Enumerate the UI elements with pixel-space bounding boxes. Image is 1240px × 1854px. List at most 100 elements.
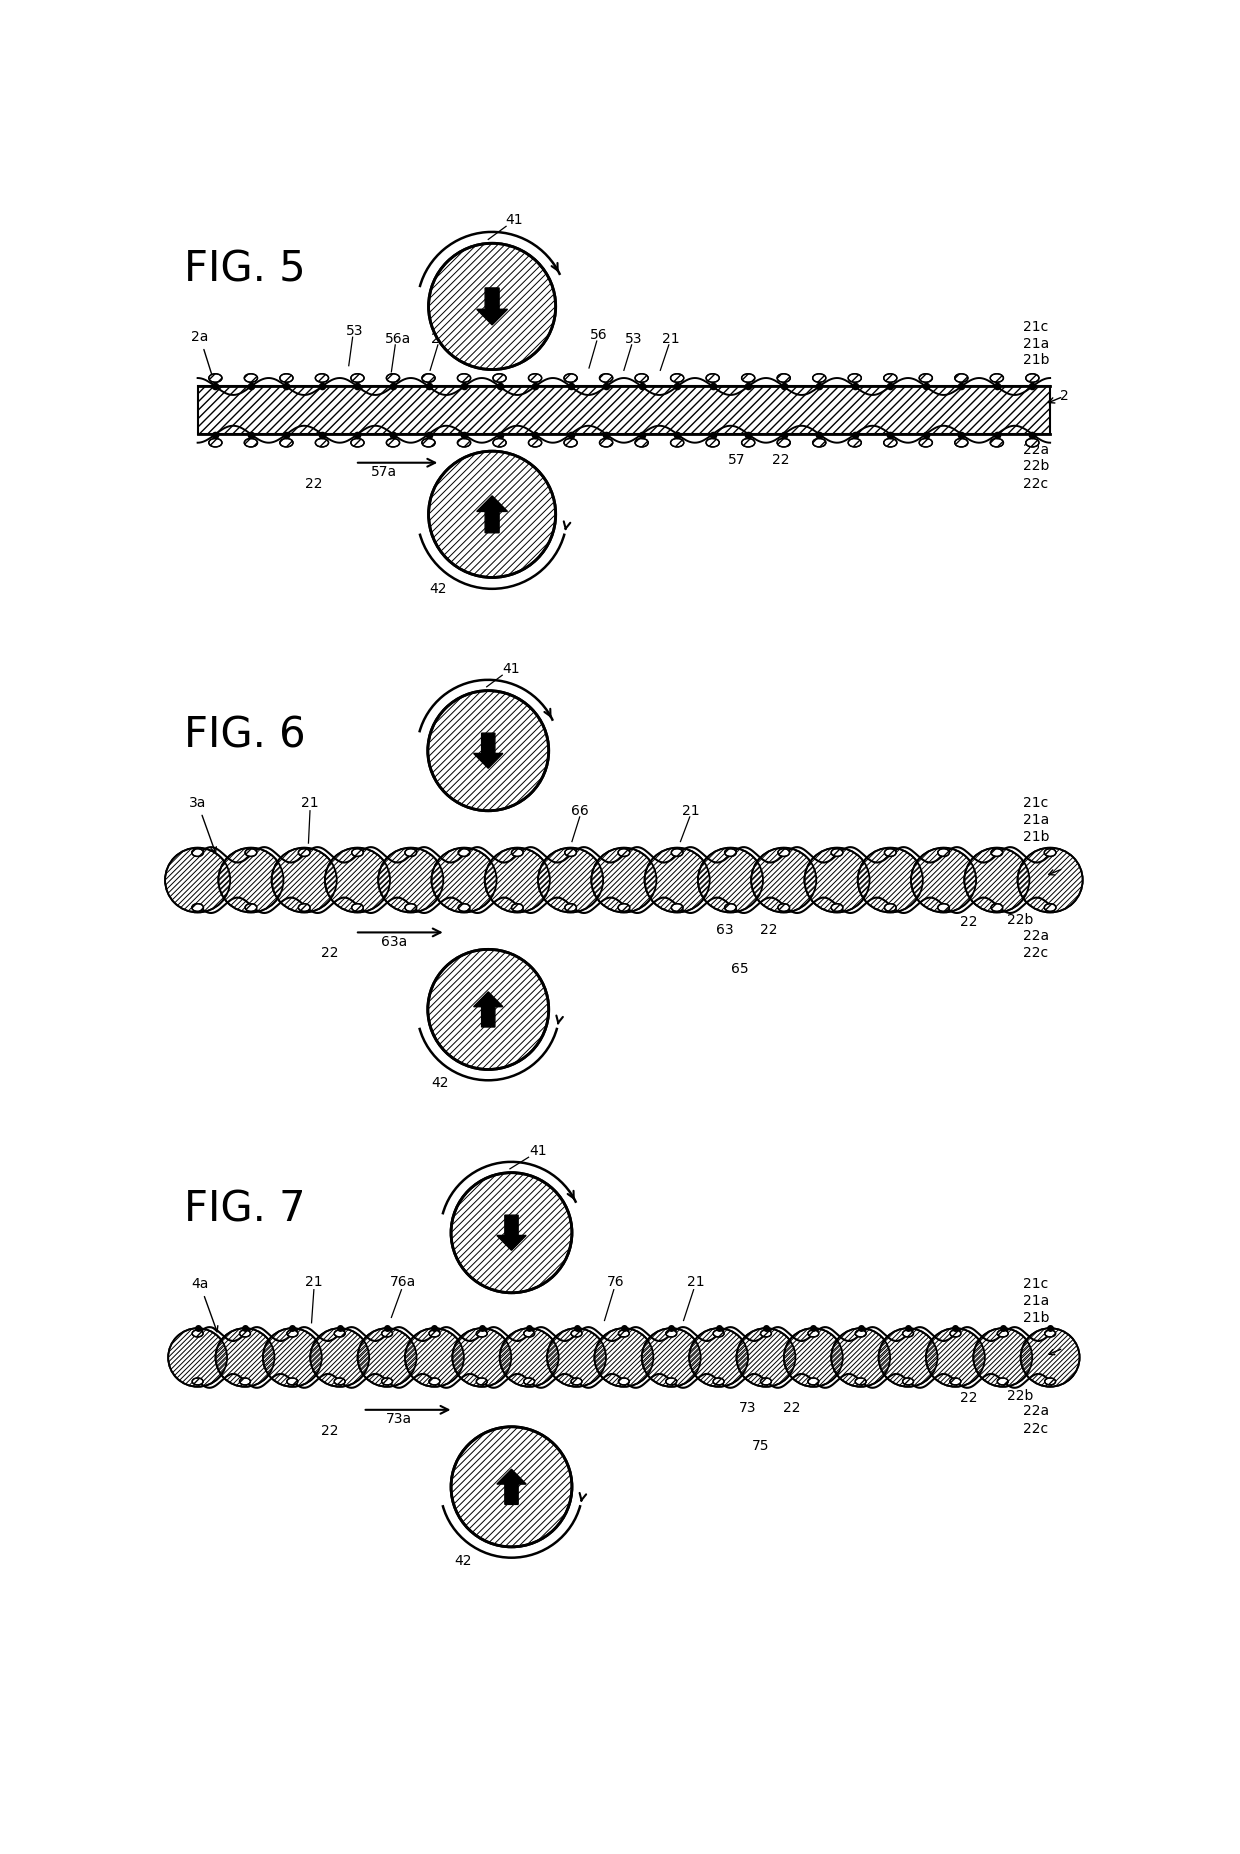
Ellipse shape <box>315 375 329 382</box>
Circle shape <box>453 1327 511 1387</box>
Ellipse shape <box>244 438 258 447</box>
Ellipse shape <box>1025 438 1039 447</box>
Ellipse shape <box>955 438 968 447</box>
Text: 42: 42 <box>429 582 446 595</box>
Circle shape <box>429 243 556 369</box>
Text: 22: 22 <box>784 1400 801 1415</box>
Ellipse shape <box>950 1378 961 1385</box>
Ellipse shape <box>405 903 417 912</box>
Text: 22b: 22b <box>1007 914 1034 927</box>
Circle shape <box>485 847 549 912</box>
Ellipse shape <box>299 903 310 912</box>
Circle shape <box>428 949 549 1070</box>
Text: 41: 41 <box>502 662 521 677</box>
Ellipse shape <box>919 438 932 447</box>
Ellipse shape <box>208 375 222 382</box>
Text: 3a: 3a <box>188 795 216 853</box>
Text: 65: 65 <box>732 962 749 975</box>
FancyArrow shape <box>497 1468 526 1504</box>
Ellipse shape <box>777 438 790 447</box>
Ellipse shape <box>239 1378 250 1385</box>
Text: 21b: 21b <box>1023 354 1049 367</box>
Circle shape <box>784 1327 843 1387</box>
Ellipse shape <box>459 903 470 912</box>
Ellipse shape <box>724 903 737 912</box>
Ellipse shape <box>671 438 683 447</box>
Circle shape <box>378 847 444 912</box>
Ellipse shape <box>706 438 719 447</box>
Circle shape <box>879 1327 937 1387</box>
Ellipse shape <box>405 849 417 857</box>
Ellipse shape <box>1044 903 1056 912</box>
Text: 56: 56 <box>590 328 608 341</box>
Ellipse shape <box>280 438 293 447</box>
Ellipse shape <box>919 375 932 382</box>
FancyArrow shape <box>497 1214 526 1250</box>
Ellipse shape <box>903 1329 914 1337</box>
Text: 4: 4 <box>1060 1340 1069 1355</box>
Ellipse shape <box>777 903 790 912</box>
Ellipse shape <box>777 849 790 857</box>
Ellipse shape <box>523 1378 534 1385</box>
Circle shape <box>594 1327 653 1387</box>
Ellipse shape <box>459 849 470 857</box>
Text: 21: 21 <box>301 795 319 810</box>
Ellipse shape <box>831 903 843 912</box>
Circle shape <box>751 847 816 912</box>
Ellipse shape <box>528 438 542 447</box>
Text: 21b: 21b <box>1023 831 1049 844</box>
Text: 22: 22 <box>960 916 977 929</box>
Text: 21: 21 <box>662 332 680 345</box>
Ellipse shape <box>429 1378 440 1385</box>
Ellipse shape <box>742 375 755 382</box>
Text: 21a: 21a <box>1023 1294 1049 1309</box>
Ellipse shape <box>937 849 950 857</box>
Ellipse shape <box>572 1329 582 1337</box>
Ellipse shape <box>713 1378 724 1385</box>
Text: 22b: 22b <box>1007 1389 1034 1403</box>
Ellipse shape <box>671 903 683 912</box>
Text: 73: 73 <box>739 1400 756 1415</box>
Ellipse shape <box>808 1329 818 1337</box>
Circle shape <box>428 692 549 810</box>
Circle shape <box>165 847 231 912</box>
Ellipse shape <box>335 1378 345 1385</box>
Text: FIG. 7: FIG. 7 <box>185 1188 306 1229</box>
Text: 22c: 22c <box>1023 476 1048 491</box>
Ellipse shape <box>1044 1329 1055 1337</box>
Ellipse shape <box>572 1378 582 1385</box>
Ellipse shape <box>1025 375 1039 382</box>
Circle shape <box>689 1327 748 1387</box>
Circle shape <box>926 1327 985 1387</box>
Text: FIG. 6: FIG. 6 <box>185 714 306 756</box>
Text: 42: 42 <box>432 1077 449 1090</box>
Ellipse shape <box>192 1329 203 1337</box>
Ellipse shape <box>208 438 222 447</box>
Ellipse shape <box>997 1378 1008 1385</box>
Bar <box>197 386 1050 434</box>
Ellipse shape <box>619 1329 629 1337</box>
Ellipse shape <box>777 375 790 382</box>
Ellipse shape <box>884 375 897 382</box>
Ellipse shape <box>192 849 203 857</box>
Ellipse shape <box>997 1329 1008 1337</box>
Circle shape <box>737 1327 795 1387</box>
Circle shape <box>272 847 337 912</box>
Circle shape <box>325 847 391 912</box>
Text: 22: 22 <box>760 923 777 936</box>
Ellipse shape <box>666 1329 677 1337</box>
Ellipse shape <box>991 438 1003 447</box>
Ellipse shape <box>315 438 329 447</box>
Circle shape <box>500 1327 558 1387</box>
Ellipse shape <box>713 1329 724 1337</box>
Circle shape <box>547 1327 606 1387</box>
Ellipse shape <box>299 849 310 857</box>
Ellipse shape <box>856 1378 866 1385</box>
Text: 75: 75 <box>753 1439 770 1454</box>
Text: 21c: 21c <box>1023 1277 1048 1290</box>
Text: 22a: 22a <box>1023 443 1049 458</box>
Text: 76a: 76a <box>389 1276 417 1289</box>
Text: 41: 41 <box>529 1144 547 1159</box>
Ellipse shape <box>884 438 897 447</box>
Ellipse shape <box>192 1378 203 1385</box>
